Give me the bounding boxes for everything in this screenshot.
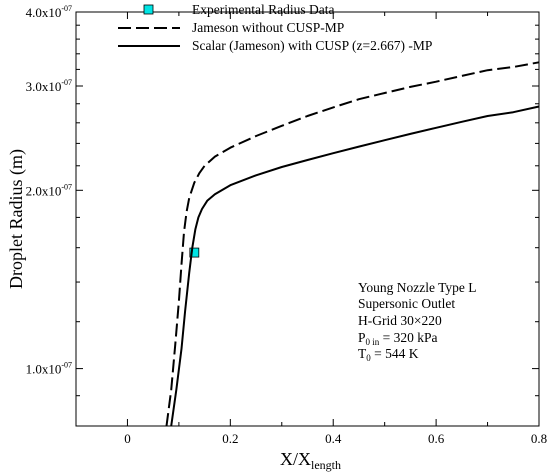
experimental-data-point <box>189 247 200 258</box>
series-line-jameson-dashed <box>165 61 540 427</box>
y-axis-ticks: 1.0x10-07 2.0x10-07 3.0x10-07 4.0x10-07 <box>26 4 539 427</box>
x-tick-label: 0.2 <box>222 431 238 446</box>
x-axis-title: X/Xlength <box>280 449 341 472</box>
legend-label-dashed: Jameson without CUSP-MP <box>192 20 344 35</box>
x-tick-label: 0.6 <box>428 431 445 446</box>
legend-label-experimental: Experimental Radius Data <box>192 2 334 17</box>
annotation-line-5: T0 = 544 K <box>358 346 419 363</box>
annotation-line-2: Supersonic Outlet <box>358 296 455 311</box>
series-line-cusp-solid <box>170 105 540 427</box>
legend-label-solid: Scalar (Jameson) with CUSP (z=2.667) -MP <box>192 38 432 53</box>
annotation-line-1: Young Nozzle Type L <box>358 280 477 295</box>
x-tick-label: 0 <box>124 431 131 446</box>
plot-frame <box>75 11 540 427</box>
y-axis-title: Droplet Radius (m) <box>6 149 27 289</box>
y-tick-label: 3.0x10-07 <box>26 78 72 94</box>
annotation-line-4: P0 in = 320 kPa <box>358 330 438 347</box>
y-tick-label: 2.0x10-07 <box>26 182 72 198</box>
annotation-line-3: H-Grid 30×220 <box>358 313 442 328</box>
x-tick-label: 0.4 <box>325 431 342 446</box>
series-layer <box>165 61 540 427</box>
legend: Experimental Radius Data Jameson without… <box>118 2 432 53</box>
x-tick-label: 0.8 <box>531 431 547 446</box>
y-tick-label: 4.0x10-07 <box>26 4 72 20</box>
annotation-block: Young Nozzle Type L Supersonic Outlet H-… <box>358 280 477 363</box>
y-tick-label: 1.0x10-07 <box>26 361 72 377</box>
legend-marker-experimental <box>143 4 154 15</box>
x-axis-ticks: 0 0.2 0.4 0.6 0.8 <box>75 12 547 446</box>
